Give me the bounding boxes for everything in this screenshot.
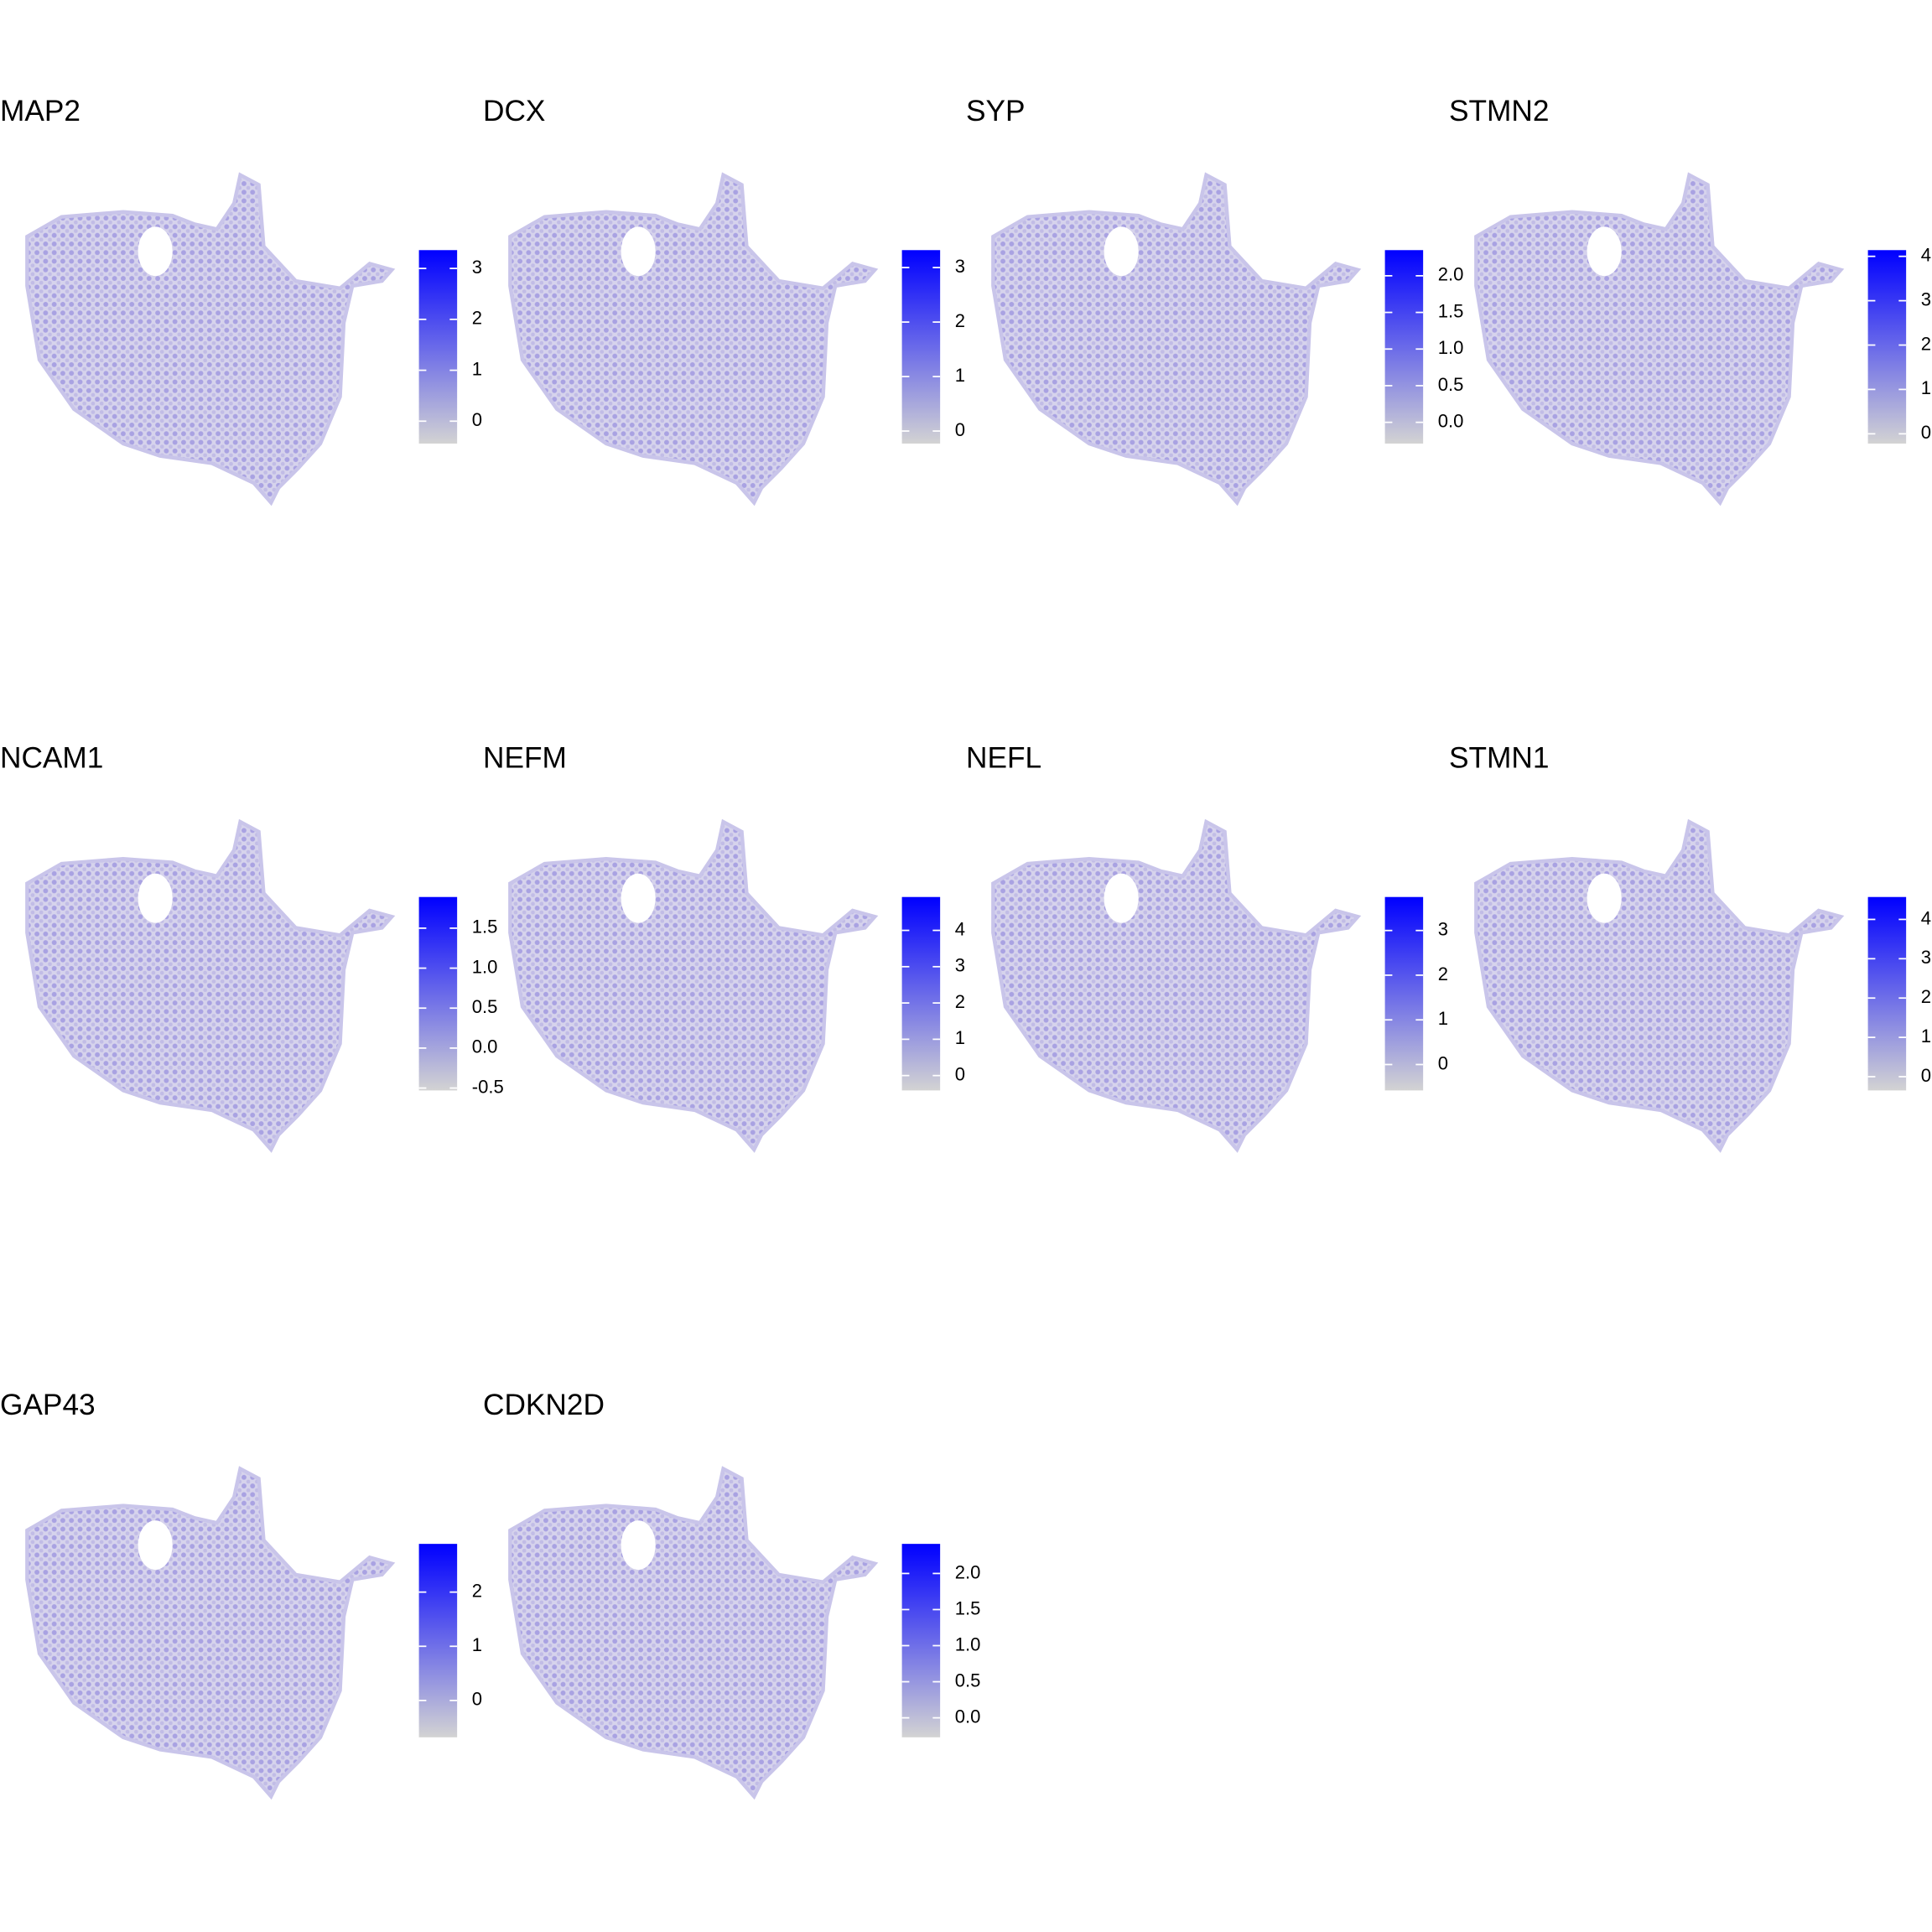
colorbar-tick-label: 0 [955, 1063, 965, 1084]
colorbar-tick-label: 2 [472, 308, 482, 329]
colorbar-tick-label: 1 [472, 358, 482, 379]
panel-title: MAP2 [0, 95, 80, 127]
colorbar [1867, 896, 1907, 1091]
colorbar-tick-label: 1.5 [955, 1597, 981, 1618]
cell-cloud [25, 818, 396, 1153]
colorbar [418, 896, 458, 1091]
colorbar-tick-label: 3 [955, 256, 965, 277]
colorbar-tick-label: 0 [472, 1689, 482, 1710]
colorbar-tick-label: 0 [955, 419, 965, 440]
colorbar-tick-label: 1.5 [1438, 300, 1464, 321]
colorbar-tick-label: 3 [1438, 919, 1448, 940]
feature-panel: GAP43 0 1 2 [0, 1389, 482, 1800]
colorbar-tick-label: 0 [1921, 1065, 1931, 1086]
colorbar-tick-label: 1.5 [472, 917, 498, 937]
colorbar-tick-label: 3 [955, 955, 965, 976]
cell-cloud [991, 172, 1362, 506]
cell-cloud [991, 818, 1362, 1153]
colorbar [418, 250, 458, 444]
colorbar-tick-label: 3 [1921, 947, 1931, 968]
colorbar-tick-label: 2 [1921, 333, 1931, 354]
colorbar-tick-label: 0.5 [472, 996, 498, 1017]
cloud-gap [138, 1520, 173, 1570]
colorbar-tick-label: 0.0 [472, 1036, 498, 1057]
colorbar-tick-label: 4 [1921, 907, 1931, 928]
feature-panel: CDKN2D 0.0 0.5 1.0 1.5 2.0 [483, 1389, 981, 1800]
feature-panel: NEFL 0 1 2 3 [966, 741, 1448, 1153]
panel-title: STMN1 [1449, 741, 1549, 774]
cloud-gap [621, 1520, 656, 1570]
cell-cloud [508, 172, 879, 506]
cloud-gap [621, 873, 656, 923]
cell-cloud [1474, 818, 1845, 1153]
colorbar-tick-label: 2.0 [1438, 264, 1464, 285]
panel-title: STMN2 [1449, 95, 1549, 127]
colorbar-tick-label: -0.5 [472, 1076, 504, 1097]
feature-panel: NEFM 0 1 2 3 4 [483, 741, 965, 1153]
panel-title: SYP [966, 95, 1026, 127]
cell-cloud [25, 1466, 396, 1800]
colorbar-tick-label: 2 [1921, 986, 1931, 1007]
colorbar-tick-label: 0 [472, 409, 482, 430]
colorbar-tick-label: 2 [472, 1580, 482, 1601]
colorbar-tick-label: 0 [1438, 1052, 1448, 1073]
colorbar-tick-label: 0.0 [1438, 410, 1464, 431]
cloud-gap [621, 226, 656, 277]
colorbar [901, 896, 941, 1091]
cell-cloud [25, 172, 396, 506]
colorbar-tick-label: 1 [1921, 377, 1931, 398]
colorbar-tick-label: 2 [955, 991, 965, 1012]
feature-panel: MAP2 0 1 2 3 [0, 95, 482, 506]
feature-panel: SYP 0.0 0.5 1.0 1.5 2.0 [966, 95, 1464, 506]
cell-cloud [508, 818, 879, 1153]
colorbar-tick-label: 2.0 [955, 1561, 981, 1582]
colorbar [418, 1544, 458, 1737]
colorbar [901, 1544, 941, 1737]
colorbar [1867, 250, 1907, 444]
cell-cloud [1474, 172, 1845, 506]
feature-panel: STMN2 0 1 2 3 4 [1449, 95, 1931, 506]
colorbar-tick-label: 1 [1438, 1008, 1448, 1029]
colorbar-tick-label: 1.0 [955, 1633, 981, 1654]
colorbar-tick-label: 1 [955, 365, 965, 386]
cloud-gap [138, 226, 173, 277]
panel-title: NEFM [483, 741, 567, 774]
cloud-gap [1587, 873, 1622, 923]
colorbar [1384, 896, 1424, 1091]
cloud-gap [1104, 226, 1139, 277]
colorbar-tick-label: 4 [955, 918, 965, 939]
cloud-gap [1104, 873, 1139, 923]
panel-title: GAP43 [0, 1389, 96, 1421]
colorbar [1384, 250, 1424, 444]
colorbar-tick-label: 4 [1921, 245, 1931, 266]
cell-cloud [508, 1466, 879, 1800]
panel-title: NCAM1 [0, 741, 103, 774]
colorbar-tick-label: 0 [1921, 422, 1931, 443]
feature-panel: NCAM1 -0.5 0.0 0.5 1.0 1.5 [0, 741, 504, 1153]
colorbar-tick-label: 0.5 [1438, 374, 1464, 395]
panel-title: CDKN2D [483, 1389, 605, 1421]
feature-panel: DCX 0 1 2 3 [483, 95, 965, 506]
colorbar-tick-label: 1.0 [1438, 337, 1464, 358]
colorbar-tick-label: 1 [1921, 1026, 1931, 1046]
colorbar-tick-label: 0.0 [955, 1706, 981, 1727]
colorbar-tick-label: 1.0 [472, 956, 498, 977]
colorbar [901, 250, 941, 444]
colorbar-tick-label: 1 [472, 1634, 482, 1655]
colorbar-tick-label: 0.5 [955, 1670, 981, 1690]
colorbar-tick-label: 2 [1438, 963, 1448, 984]
colorbar-tick-label: 1 [955, 1027, 965, 1048]
panel-title: NEFL [966, 741, 1041, 774]
cloud-gap [138, 873, 173, 923]
panel-title: DCX [483, 95, 545, 127]
colorbar-tick-label: 3 [472, 257, 482, 278]
feature-panel: STMN1 0 1 2 3 4 [1449, 741, 1931, 1153]
colorbar-tick-label: 2 [955, 310, 965, 331]
colorbar-tick-label: 3 [1921, 288, 1931, 309]
cloud-gap [1587, 226, 1622, 277]
